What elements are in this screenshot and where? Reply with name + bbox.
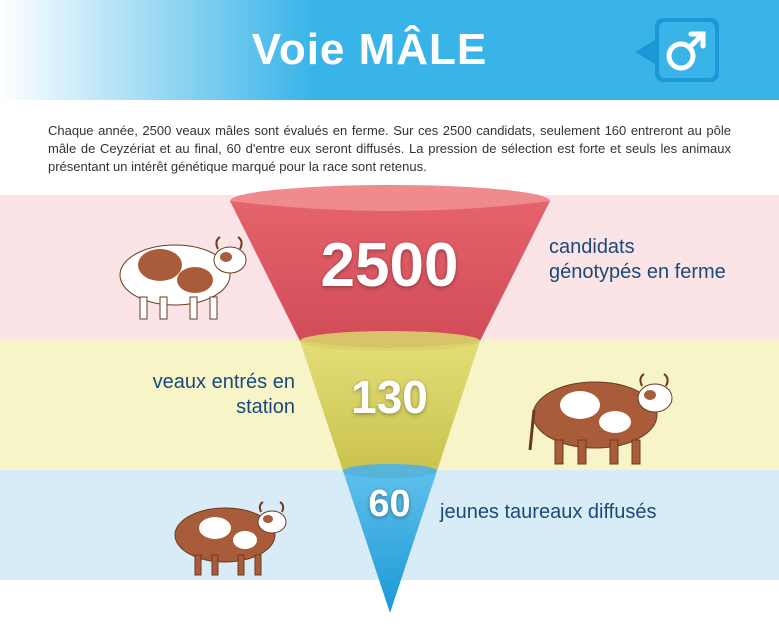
stage-2-value: 130 (351, 370, 428, 424)
page-title: Voie MÂLE (252, 25, 488, 75)
stage-1-label: candidats génotypés en ferme (549, 235, 729, 285)
intro-paragraph: Chaque année, 2500 veaux mâles sont éval… (0, 100, 779, 195)
header-banner: Voie MÂLE (0, 0, 779, 100)
male-badge (655, 18, 719, 82)
funnel-chart: 2500 130 60 candidats génotypés en ferme… (0, 195, 779, 625)
stage-3-value: 60 (368, 483, 410, 526)
cow-icon-stage-2 (500, 350, 690, 470)
cow-icon-stage-1 (90, 215, 260, 325)
stage-2-label: veaux entrés en station (95, 370, 295, 420)
cow-icon-stage-3 (150, 480, 300, 580)
stage-3-label: jeunes taureaux diffusés (440, 500, 660, 525)
male-symbol-icon (655, 18, 719, 82)
stage-1-value: 2500 (321, 230, 459, 301)
